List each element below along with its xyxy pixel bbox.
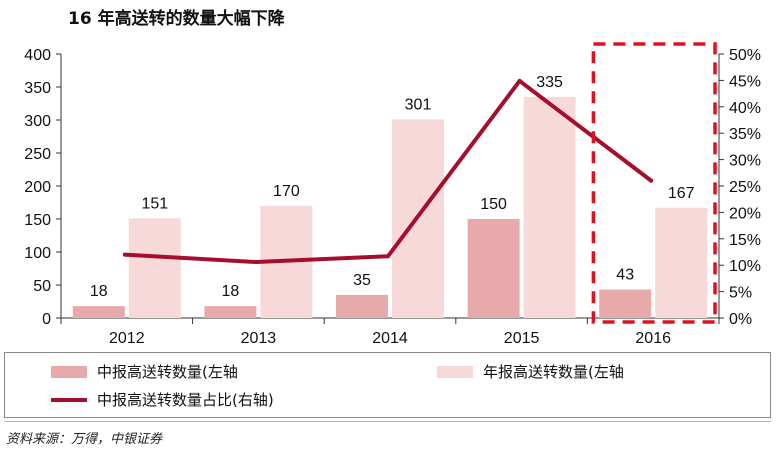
x-axis-tick-label: 2016 (635, 330, 671, 347)
ratio-line-point (386, 254, 390, 259)
right-axis-tick-label: 20% (729, 205, 761, 222)
combo-chart: 0 50 100 150 200 250 300 350 400 0% 5% 10% 15% 20% 25%… (24, 42, 761, 347)
annual-bar-label: 335 (536, 74, 563, 91)
legend-label-interim: 中报高送转数量(左轴 (97, 363, 238, 381)
right-axis-tick-label: 45% (729, 73, 761, 90)
source-note: 资料来源：万得，中银证券 (6, 432, 163, 447)
annual-bar-label: 167 (668, 185, 695, 202)
right-axis-tick-label: 0% (729, 311, 752, 328)
left-axis-tick-label: 150 (24, 212, 51, 229)
legend-item-ratio-line: 中报高送转数量占比(右轴) (51, 389, 274, 410)
interim-bar-label: 35 (353, 272, 371, 289)
legend-swatch-interim (51, 365, 87, 378)
ratio-line-point (254, 260, 259, 265)
left-axis-tick-label: 0 (42, 311, 51, 328)
left-axis-tick-label: 50 (33, 278, 51, 295)
x-axis-tick-label: 2014 (372, 330, 408, 347)
interim-bar-label: 150 (480, 196, 507, 213)
left-axis-tick-label: 200 (24, 179, 51, 196)
interim-bar-label: 43 (616, 267, 634, 284)
interim-bar-label: 18 (90, 283, 108, 300)
right-axis-tick-label: 40% (729, 100, 761, 117)
right-axis-tick-label: 15% (729, 232, 761, 249)
legend-item-interim-bars: 中报高送转数量(左轴 (51, 361, 238, 382)
x-axis-tick-label: 2015 (504, 330, 540, 347)
ratio-line-point (649, 178, 654, 183)
legend-item-annual-bars: 年报高送转数量(左轴 (437, 361, 624, 382)
annual-bar (655, 207, 708, 318)
interim-bar (336, 294, 388, 318)
interim-bar (599, 289, 652, 318)
legend-label-ratio: 中报高送转数量占比(右轴) (97, 391, 274, 409)
ratio-line-point (122, 252, 127, 257)
left-axis-tick-label: 250 (24, 146, 51, 163)
x-axis-tick-label: 2012 (109, 330, 145, 347)
right-axis-tick-label: 25% (729, 179, 761, 196)
annual-bar-label: 151 (141, 195, 168, 212)
legend-label-annual: 年报高送转数量(左轴 (483, 363, 624, 381)
right-axis-tick-label: 50% (729, 47, 761, 64)
right-axis-tick-label: 30% (729, 153, 761, 170)
legend-swatch-annual (437, 365, 473, 378)
legend: 中报高送转数量(左轴 年报高送转数量(左轴 中报高送转数量占比(右轴) (4, 352, 771, 418)
right-axis-tick-label: 5% (729, 285, 752, 302)
left-axis-tick-label: 400 (24, 47, 51, 64)
left-axis-tick-label: 350 (24, 80, 51, 97)
ratio-line-point (517, 78, 522, 83)
left-axis-tick-label: 300 (24, 113, 51, 130)
left-axis-tick-label: 100 (24, 245, 51, 262)
interim-bar (204, 306, 257, 318)
annual-bar-label: 170 (273, 183, 300, 200)
right-axis-tick-label: 35% (729, 126, 761, 143)
x-axis-tick-label: 2013 (241, 330, 277, 347)
interim-bar (467, 219, 520, 318)
annual-bar (523, 96, 576, 319)
interim-bar (72, 306, 125, 318)
chart-title: 16 年高送转的数量大幅下降 (68, 9, 285, 29)
highlight-box-2016 (591, 42, 717, 324)
annual-bar (128, 218, 181, 318)
legend-swatch-ratio (51, 397, 87, 402)
interim-bar-label: 18 (222, 283, 240, 300)
right-axis-tick-label: 10% (729, 258, 761, 275)
source-divider (4, 421, 771, 422)
annual-bar-label: 301 (405, 96, 432, 113)
